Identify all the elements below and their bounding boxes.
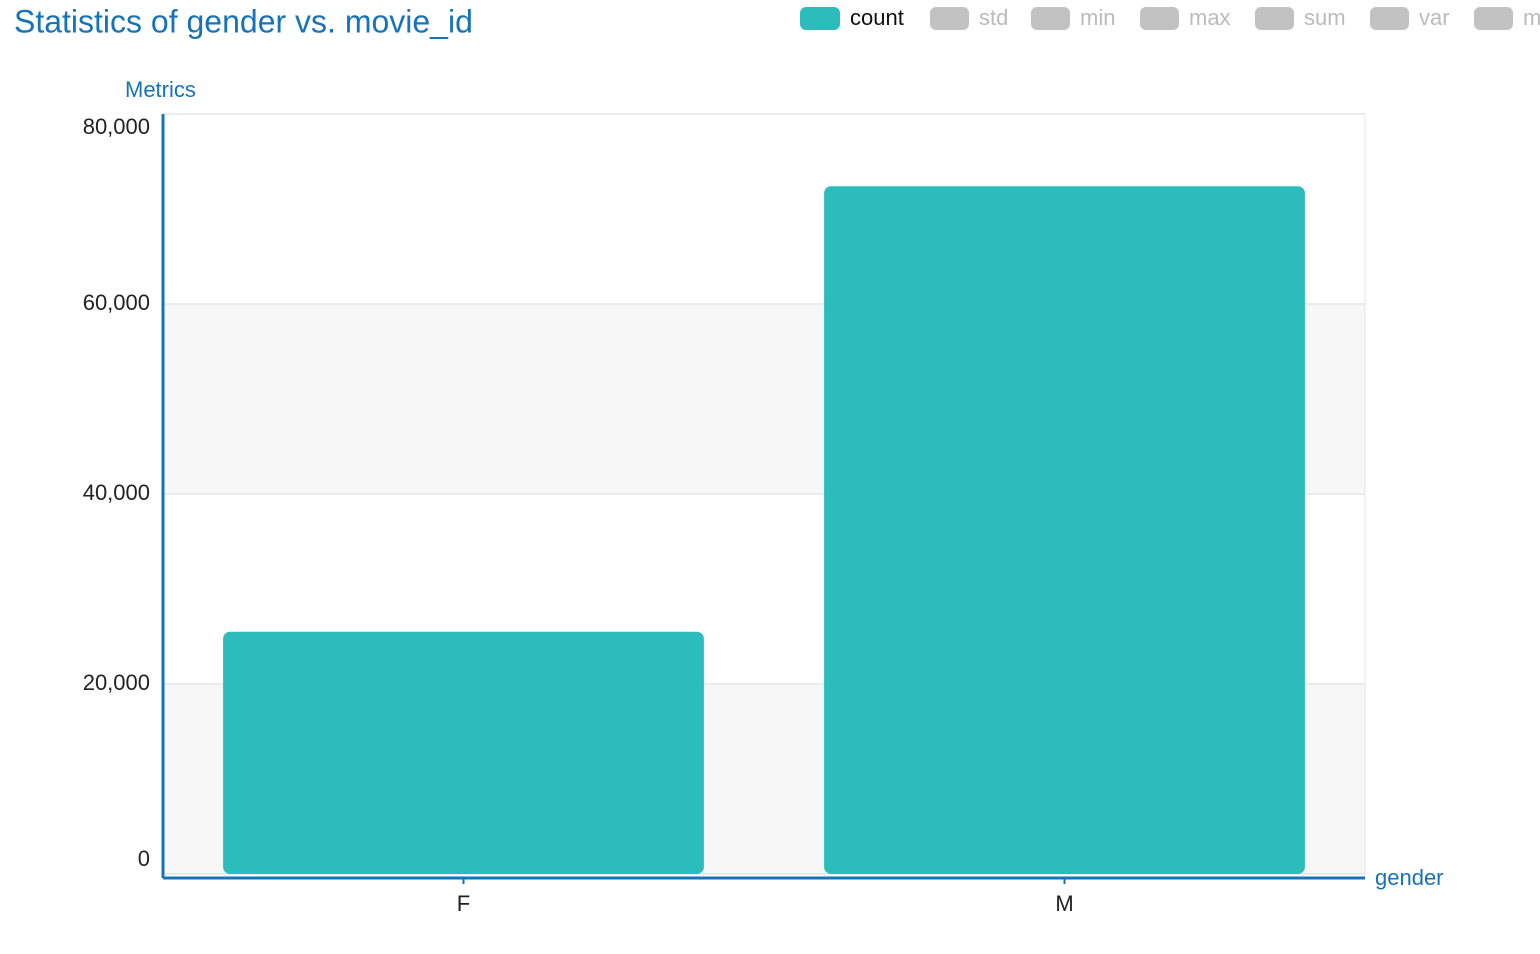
- y-tick-label: 0: [138, 846, 150, 871]
- legend-swatch[interactable]: [1031, 7, 1070, 30]
- x-tick-label: F: [457, 891, 470, 916]
- legend-label[interactable]: m: [1523, 5, 1540, 30]
- legend-label[interactable]: var: [1419, 5, 1450, 30]
- y-tick-label: 60,000: [83, 290, 150, 315]
- x-tick-label: M: [1055, 891, 1073, 916]
- legend-swatch[interactable]: [1370, 7, 1409, 30]
- legend-label[interactable]: std: [979, 5, 1008, 30]
- legend-swatch[interactable]: [1474, 7, 1513, 30]
- legend-swatch[interactable]: [1255, 7, 1294, 30]
- legend-swatch[interactable]: [930, 7, 969, 30]
- legend-label[interactable]: sum: [1304, 5, 1346, 30]
- y-axis-title: Metrics: [125, 77, 196, 102]
- legend-swatch[interactable]: [800, 7, 840, 30]
- legend-label[interactable]: min: [1080, 5, 1115, 30]
- legend-swatch[interactable]: [1140, 7, 1179, 30]
- y-tick-label: 20,000: [83, 670, 150, 695]
- y-tick-label: 80,000: [83, 114, 150, 139]
- x-axis-title: gender: [1375, 865, 1444, 890]
- legend-label[interactable]: count: [850, 5, 904, 30]
- chart-title: Statistics of gender vs. movie_id: [14, 3, 473, 39]
- legend-label[interactable]: max: [1189, 5, 1231, 30]
- y-tick-label: 40,000: [83, 480, 150, 505]
- bar: [824, 186, 1305, 874]
- bar: [223, 631, 704, 874]
